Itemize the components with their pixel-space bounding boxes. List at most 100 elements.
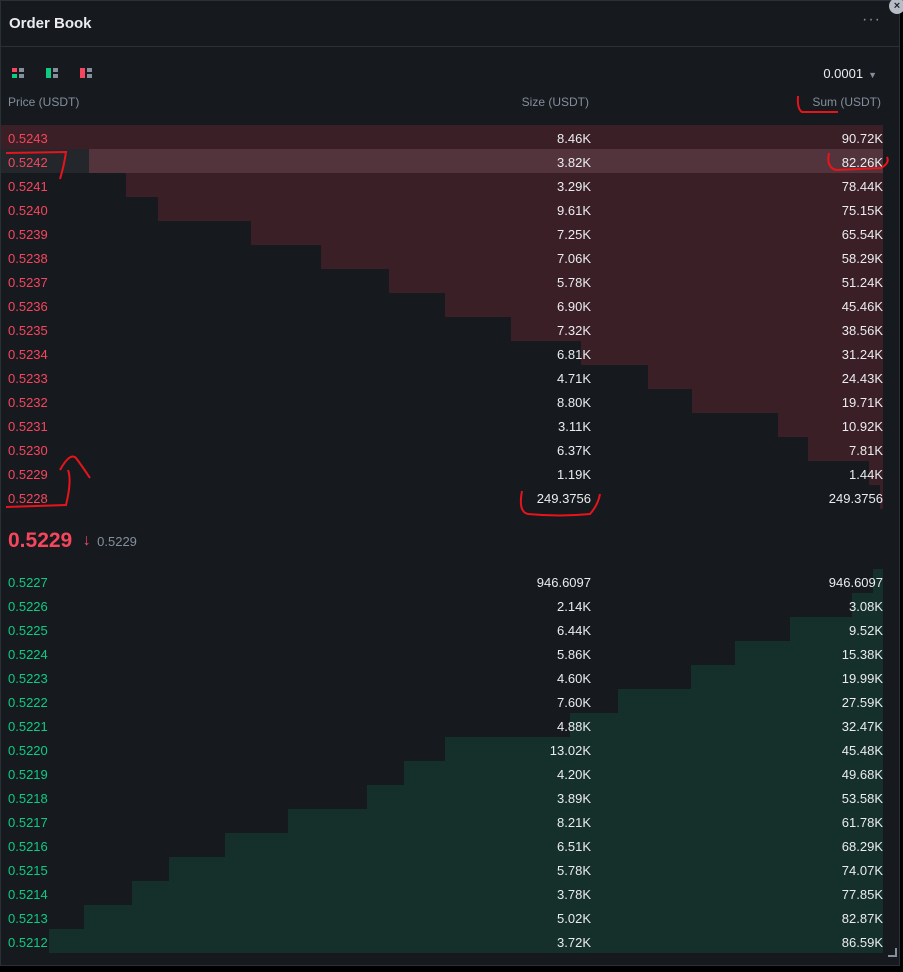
- depth-bar: [84, 905, 883, 929]
- ask-row[interactable]: 0.5238 7.06K 58.29K: [1, 245, 883, 269]
- sum-cell: 3.08K: [849, 599, 883, 614]
- price-cell: 0.5243: [8, 131, 48, 146]
- bid-row[interactable]: 0.5225 6.44K 9.52K: [1, 617, 883, 641]
- depth-bar: [581, 341, 883, 365]
- sum-cell: 49.68K: [841, 767, 883, 782]
- depth-bar: [225, 833, 883, 857]
- more-icon[interactable]: ···: [862, 11, 881, 28]
- toolbar: 0.0001 ▼: [1, 61, 899, 85]
- depth-bar: [869, 461, 883, 485]
- ask-row[interactable]: 0.5241 3.29K 78.44K: [1, 173, 883, 197]
- bid-row[interactable]: 0.5217 8.21K 61.78K: [1, 809, 883, 833]
- mid-price-display: 0.5229 ↓ 0.5229: [8, 529, 137, 557]
- bid-row[interactable]: 0.5215 5.78K 74.07K: [1, 857, 883, 881]
- sum-cell: 38.56K: [841, 323, 883, 338]
- bid-row[interactable]: 0.5222 7.60K 27.59K: [1, 689, 883, 713]
- bid-row[interactable]: 0.5226 2.14K 3.08K: [1, 593, 883, 617]
- sum-cell: 61.78K: [841, 815, 883, 830]
- size-cell: 7.25K: [557, 227, 591, 242]
- bid-row[interactable]: 0.5220 13.02K 45.48K: [1, 737, 883, 761]
- depth-bar: [808, 437, 883, 461]
- ask-row[interactable]: 0.5229 1.19K 1.44K: [1, 461, 883, 485]
- bid-row[interactable]: 0.5223 4.60K 19.99K: [1, 665, 883, 689]
- sum-cell: 90.72K: [841, 131, 883, 146]
- price-cell: 0.5217: [8, 815, 48, 830]
- bid-row[interactable]: 0.5218 3.89K 53.58K: [1, 785, 883, 809]
- ask-row[interactable]: 0.5234 6.81K 31.24K: [1, 341, 883, 365]
- ask-row[interactable]: 0.5242 3.82K 82.26K: [1, 149, 883, 173]
- size-cell: 5.02K: [557, 911, 591, 926]
- size-cell: 1.19K: [557, 467, 591, 482]
- sum-cell: 7.81K: [849, 443, 883, 458]
- size-cell: 4.88K: [557, 719, 591, 734]
- sum-cell: 31.24K: [841, 347, 883, 362]
- bid-row[interactable]: 0.5219 4.20K 49.68K: [1, 761, 883, 785]
- sum-cell: 45.48K: [841, 743, 883, 758]
- depth-bar: [389, 269, 883, 293]
- price-cell: 0.5231: [8, 419, 48, 434]
- hover-highlight: [1, 149, 883, 173]
- sum-cell: 78.44K: [841, 179, 883, 194]
- sum-cell: 86.59K: [841, 935, 883, 950]
- depth-bar: [692, 389, 883, 413]
- size-cell: 3.11K: [557, 419, 591, 434]
- depth-bar: [251, 221, 883, 245]
- ask-row[interactable]: 0.5230 6.37K 7.81K: [1, 437, 883, 461]
- view-both-icon[interactable]: [12, 68, 24, 79]
- bid-row[interactable]: 0.5212 3.72K 86.59K: [1, 929, 883, 953]
- size-cell: 4.60K: [557, 671, 591, 686]
- size-cell: 5.78K: [557, 275, 591, 290]
- close-icon[interactable]: ×: [889, 0, 903, 14]
- ask-row[interactable]: 0.5231 3.11K 10.92K: [1, 413, 883, 437]
- ask-row[interactable]: 0.5232 8.80K 19.71K: [1, 389, 883, 413]
- size-cell: 4.20K: [557, 767, 591, 782]
- price-cell: 0.5215: [8, 863, 48, 878]
- size-cell: 3.82K: [557, 155, 591, 170]
- resize-handle-icon[interactable]: [888, 948, 897, 957]
- view-asks-icon[interactable]: [80, 68, 92, 79]
- bid-row[interactable]: 0.5221 4.88K 32.47K: [1, 713, 883, 737]
- sum-cell: 65.54K: [841, 227, 883, 242]
- sum-cell: 51.24K: [841, 275, 883, 290]
- depth-bar: [880, 485, 883, 509]
- ask-row[interactable]: 0.5236 6.90K 45.46K: [1, 293, 883, 317]
- sum-cell: 1.44K: [849, 467, 883, 482]
- ask-row[interactable]: 0.5237 5.78K 51.24K: [1, 269, 883, 293]
- price-cell: 0.5225: [8, 623, 48, 638]
- panel-title: Order Book: [9, 15, 92, 32]
- ask-row[interactable]: 0.5239 7.25K 65.54K: [1, 221, 883, 245]
- depth-bar: [445, 293, 883, 317]
- price-cell: 0.5230: [8, 443, 48, 458]
- ask-row[interactable]: 0.5228 249.3756 249.3756: [1, 485, 883, 509]
- caret-down-icon: ▼: [868, 70, 877, 80]
- sum-cell: 82.87K: [841, 911, 883, 926]
- bid-row[interactable]: 0.5213 5.02K 82.87K: [1, 905, 883, 929]
- bid-row[interactable]: 0.5224 5.86K 15.38K: [1, 641, 883, 665]
- ask-row[interactable]: 0.5235 7.32K 38.56K: [1, 317, 883, 341]
- precision-select[interactable]: 0.0001 ▼: [823, 66, 877, 81]
- price-cell: 0.5222: [8, 695, 48, 710]
- size-cell: 8.46K: [557, 131, 591, 146]
- depth-bar: [89, 149, 883, 173]
- depth-bar: [288, 809, 883, 833]
- size-cell: 3.89K: [557, 791, 591, 806]
- price-cell: 0.5223: [8, 671, 48, 686]
- price-cell: 0.5218: [8, 791, 48, 806]
- panel-header: Order Book ···: [1, 1, 899, 47]
- price-cell: 0.5221: [8, 719, 48, 734]
- bid-row[interactable]: 0.5227 946.6097 946.6097: [1, 569, 883, 593]
- bid-row[interactable]: 0.5214 3.78K 77.85K: [1, 881, 883, 905]
- size-cell: 13.02K: [549, 743, 591, 758]
- size-cell: 5.86K: [557, 647, 591, 662]
- view-bids-icon[interactable]: [46, 68, 58, 79]
- ask-row[interactable]: 0.5243 8.46K 90.72K: [1, 125, 883, 149]
- ask-row[interactable]: 0.5233 4.71K 24.43K: [1, 365, 883, 389]
- sum-cell: 68.29K: [841, 839, 883, 854]
- ask-row[interactable]: 0.5240 9.61K 75.15K: [1, 197, 883, 221]
- size-cell: 3.72K: [557, 935, 591, 950]
- column-header-sum: Sum (USDT): [812, 95, 881, 109]
- size-cell: 3.78K: [557, 887, 591, 902]
- price-cell: 0.5216: [8, 839, 48, 854]
- bid-row[interactable]: 0.5216 6.51K 68.29K: [1, 833, 883, 857]
